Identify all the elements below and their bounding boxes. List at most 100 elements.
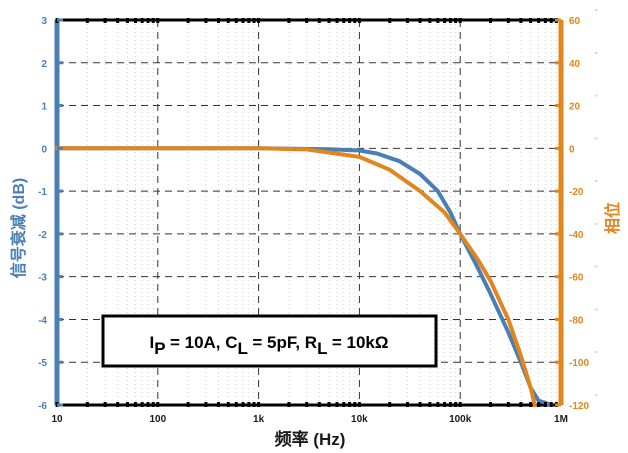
top-tick-mark: [146, 18, 150, 23]
top-tick-mark: [549, 18, 553, 23]
left-y-axis-label: 信号衰减 (dB): [9, 178, 28, 278]
right-tick-label: 0: [569, 144, 575, 155]
left-tick-mark: [57, 18, 63, 22]
left-tick-label: 2: [41, 59, 47, 70]
bottom-tick-mark: [140, 402, 144, 407]
bottom-tick-mark: [529, 402, 533, 407]
bottom-tick-mark: [151, 402, 155, 407]
bottom-tick-mark: [156, 402, 160, 407]
top-tick-mark: [133, 18, 137, 23]
left-tick-mark: [57, 61, 63, 65]
x-tick-label: 10: [51, 414, 63, 425]
left-tick-mark: [57, 317, 63, 321]
right-tick-mark: [555, 360, 561, 364]
bottom-tick-mark: [454, 402, 458, 407]
right-tick-mark: [555, 317, 561, 321]
bottom-tick-mark: [327, 402, 331, 407]
bottom-tick-mark: [146, 402, 150, 407]
degree-mark: °: [595, 393, 598, 401]
bottom-tick-mark: [537, 402, 541, 407]
bottom-tick-mark: [549, 402, 553, 407]
top-tick-mark: [305, 18, 309, 23]
top-tick-mark: [428, 18, 432, 23]
bottom-tick-mark: [287, 402, 291, 407]
annotation-segment: I: [149, 333, 154, 352]
phase-line: [55, 146, 537, 407]
degree-mark: °: [595, 307, 598, 315]
series-layer: [55, 146, 554, 407]
left-tick-mark: [57, 275, 63, 279]
top-tick-mark: [357, 18, 361, 23]
bottom-tick-mark: [252, 402, 256, 407]
annotation-segment: = 5pF, R: [248, 333, 317, 352]
top-tick-mark: [257, 18, 261, 23]
degree-mark: °: [595, 51, 598, 59]
right-tick-label: 40: [569, 59, 581, 70]
x-tick-label: 1k: [253, 414, 265, 425]
right-tick-label: -100: [569, 358, 589, 369]
bottom-tick-mark: [234, 402, 238, 407]
bottom-tick-mark: [348, 402, 352, 407]
top-tick-mark: [327, 18, 331, 23]
bottom-tick-mark: [443, 402, 447, 407]
x-tick-label: 1M: [554, 414, 568, 425]
degree-mark: °: [595, 136, 598, 144]
top-tick-mark: [252, 18, 256, 23]
right-tick-mark: [555, 403, 561, 407]
top-tick-mark: [247, 18, 251, 23]
top-tick-mark: [156, 18, 160, 23]
top-tick-mark: [342, 18, 346, 23]
top-tick-mark: [226, 18, 230, 23]
top-tick-mark: [116, 18, 120, 23]
top-tick-mark: [506, 18, 510, 23]
bottom-tick-mark: [342, 402, 346, 407]
right-tick-mark: [555, 146, 561, 150]
annotation-segment: = 10A, C: [165, 333, 237, 352]
left-tick-label: -5: [38, 358, 47, 369]
right-tick-label: -80: [569, 315, 584, 326]
right-tick-mark: [555, 275, 561, 279]
right-tick-mark: [555, 104, 561, 108]
right-tick-label: 20: [569, 102, 581, 113]
bottom-tick-mark: [448, 402, 452, 407]
top-tick-mark: [287, 18, 291, 23]
left-tick-mark: [57, 360, 63, 364]
bottom-tick-mark: [216, 402, 220, 407]
bottom-tick-mark: [85, 402, 89, 407]
annotation-subscript: P: [154, 339, 165, 358]
right-tick-mark: [555, 232, 561, 236]
top-tick-mark: [418, 18, 422, 23]
degree-mark: °: [595, 265, 598, 273]
left-tick-mark: [57, 104, 63, 108]
top-tick-mark: [85, 18, 89, 23]
right-tick-mark: [555, 61, 561, 65]
bottom-tick-mark: [489, 402, 493, 407]
right-tick-label: -60: [569, 273, 584, 284]
top-tick-mark: [204, 18, 208, 23]
x-tick-label: 10k: [351, 414, 368, 425]
left-tick-label: 3: [41, 16, 47, 27]
top-tick-mark: [388, 18, 392, 23]
bottom-tick-mark: [257, 402, 261, 407]
top-tick-mark: [529, 18, 533, 23]
annotation-box: IP = 10A, CL = 5pF, RL = 10kΩ: [101, 314, 438, 368]
right-y-axis-label: 相位: [603, 202, 622, 234]
annotation-segment: = 10kΩ: [327, 333, 388, 352]
right-tick-label: -120: [569, 401, 589, 412]
left-tick-label: 0: [41, 144, 47, 155]
right-tick-mark: [555, 189, 561, 193]
annotation-subscript: L: [238, 339, 248, 358]
right-tick-mark: [555, 18, 561, 22]
left-tick-mark: [57, 189, 63, 193]
bottom-tick-mark: [305, 402, 309, 407]
bottom-tick-mark: [506, 402, 510, 407]
degree-mark: °: [595, 350, 598, 358]
left-tick-mark: [57, 146, 63, 150]
x-axis-label: 频率 (Hz): [275, 429, 346, 449]
left-tick-label: -6: [38, 401, 47, 412]
top-tick-mark: [448, 18, 452, 23]
top-tick-mark: [405, 18, 409, 23]
top-tick-mark: [241, 18, 245, 23]
left-tick-label: -4: [38, 315, 47, 326]
